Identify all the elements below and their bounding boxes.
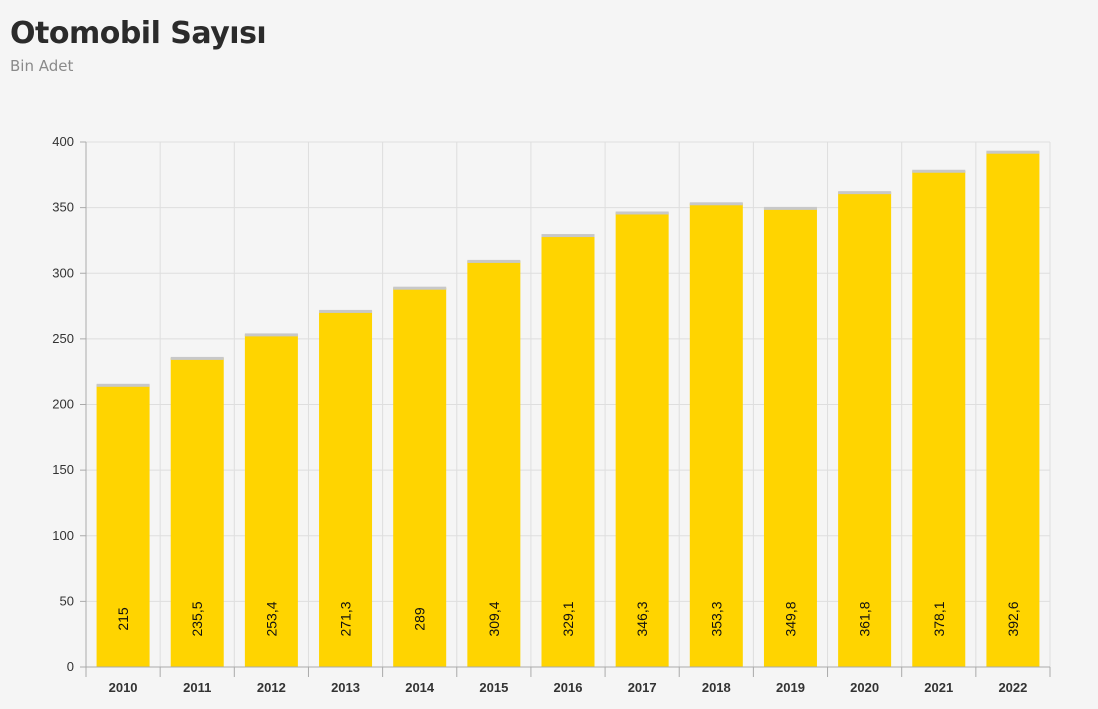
bar — [244, 334, 298, 667]
y-tick-label: 400 — [52, 134, 74, 149]
x-tick-label: 2022 — [998, 680, 1027, 695]
data-label: 289 — [412, 607, 428, 631]
axes — [80, 141, 1051, 677]
x-tick-label: 2012 — [257, 680, 286, 695]
bar-cap — [912, 169, 966, 173]
chart-header: Otomobil Sayısı Bin Adet — [10, 14, 267, 76]
bar-cap — [319, 309, 373, 313]
bar — [170, 357, 224, 667]
data-label: 329,1 — [560, 601, 576, 636]
x-tick-label: 2020 — [850, 680, 879, 695]
data-label: 378,1 — [931, 601, 947, 636]
data-label: 253,4 — [263, 601, 279, 636]
x-tick-label: 2015 — [479, 680, 508, 695]
bar — [838, 192, 892, 667]
bar-cap — [393, 286, 447, 290]
bar-cap — [838, 191, 892, 195]
bar — [763, 207, 817, 667]
bar — [615, 212, 669, 667]
y-tick-label: 250 — [52, 331, 74, 346]
x-tick-label: 2014 — [405, 680, 435, 695]
data-label: 361,8 — [857, 601, 873, 636]
bar-cap — [541, 234, 595, 238]
bar — [541, 235, 595, 667]
y-tick-label: 200 — [52, 397, 74, 412]
bar-cap — [244, 333, 298, 337]
bar — [986, 151, 1040, 667]
data-label: 215 — [115, 607, 131, 631]
y-tick-label: 0 — [67, 659, 74, 674]
x-tick-label: 2019 — [776, 680, 805, 695]
y-tick-label: 350 — [52, 200, 74, 215]
bar-cap — [170, 356, 224, 360]
y-tick-label: 300 — [52, 265, 74, 280]
y-tick-label: 50 — [60, 593, 74, 608]
bar-cap — [96, 383, 150, 387]
bar-cap — [763, 206, 817, 210]
data-label: 392,6 — [1005, 601, 1021, 636]
y-tick-label: 150 — [52, 462, 74, 477]
x-tick-label: 2013 — [331, 680, 360, 695]
x-tick-label: 2018 — [702, 680, 731, 695]
y-tick-label: 100 — [52, 528, 74, 543]
bar — [689, 203, 743, 667]
bar — [393, 287, 447, 667]
chart-subtitle: Bin Adet — [10, 57, 74, 75]
bar — [467, 260, 521, 667]
labels: 0 50 100 150 200 250 300 350 400 2010 215 2011 235,5… — [52, 134, 1027, 695]
x-tick-label: 2010 — [109, 680, 138, 695]
data-label: 235,5 — [189, 601, 205, 636]
chart-title: Otomobil Sayısı — [10, 16, 267, 51]
bar-cap — [467, 259, 521, 263]
bars — [96, 150, 1040, 667]
bar — [96, 384, 150, 667]
data-label: 346,3 — [634, 601, 650, 636]
data-label: 309,4 — [486, 601, 502, 636]
bar-cap — [986, 150, 1040, 154]
x-tick-label: 2016 — [554, 680, 583, 695]
data-label: 271,3 — [338, 601, 354, 636]
x-tick-label: 2021 — [924, 680, 953, 695]
data-label: 353,3 — [708, 601, 724, 636]
x-tick-label: 2017 — [628, 680, 657, 695]
bar — [319, 310, 373, 667]
bar — [912, 170, 966, 667]
bar-cap — [689, 202, 743, 206]
x-tick-label: 2011 — [183, 680, 211, 695]
data-label: 349,8 — [782, 601, 798, 636]
bar-cap — [615, 211, 669, 215]
